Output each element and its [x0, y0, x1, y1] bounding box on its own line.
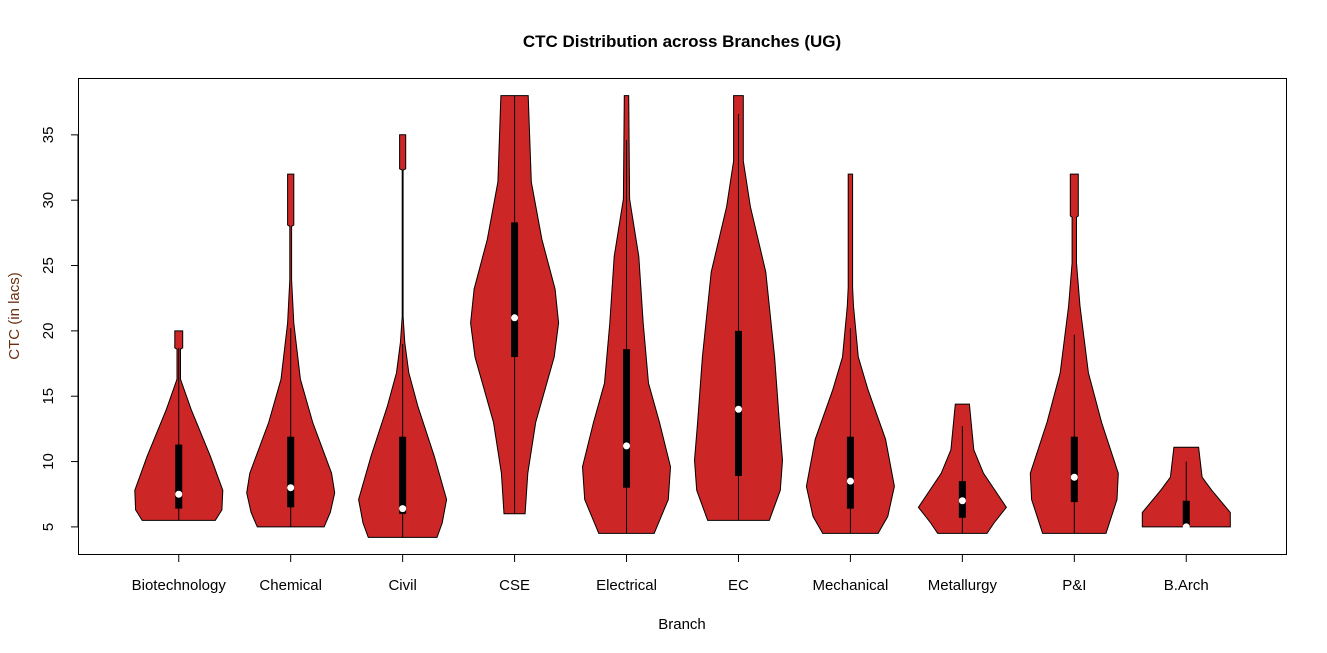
median-point — [846, 477, 854, 485]
x-tick-label: Electrical — [596, 577, 657, 594]
iqr-box — [175, 444, 183, 509]
y-axis-label: CTC (in lacs) — [6, 272, 23, 360]
violin-mechanical — [805, 173, 895, 534]
median-point — [623, 442, 631, 450]
median-point — [287, 484, 295, 492]
x-axis: Biotechnology Chemical Civil CSE Electrical E… — [132, 555, 1209, 594]
iqr-box — [287, 436, 295, 508]
violin-civil — [358, 134, 448, 538]
y-tick-label: 35 — [40, 127, 57, 144]
y-tick-label: 20 — [40, 323, 57, 340]
chart-title: CTC Distribution across Branches (UG) — [523, 32, 841, 51]
median-point — [1182, 523, 1190, 531]
iqr-box — [1182, 500, 1190, 526]
y-tick-label: 15 — [40, 388, 57, 405]
x-tick-label: EC — [728, 577, 749, 594]
iqr-box — [511, 222, 519, 358]
median-point — [734, 405, 742, 413]
x-tick-label: Mechanical — [812, 577, 888, 594]
violins-group — [134, 95, 1231, 538]
median-point — [958, 497, 966, 505]
iqr-box — [1070, 436, 1078, 503]
violin-electrical — [581, 95, 672, 534]
median-point — [399, 505, 407, 513]
y-tick-label: 30 — [40, 192, 57, 209]
violin-metallurgy — [917, 403, 1008, 534]
x-tick-label: Civil — [388, 577, 416, 594]
violin-biotechnology — [134, 330, 224, 521]
y-tick-label: 5 — [40, 523, 57, 531]
iqr-box — [734, 330, 742, 476]
violin-cse — [470, 95, 560, 515]
x-tick-label: Metallurgy — [928, 577, 998, 594]
x-tick-label: P&I — [1062, 577, 1086, 594]
violin-ec — [693, 95, 784, 521]
iqr-box — [623, 349, 631, 488]
y-axis: 5 10 15 20 25 30 35 — [40, 127, 79, 531]
x-tick-label: B.Arch — [1164, 577, 1209, 594]
violin-pi — [1029, 173, 1119, 534]
x-tick-label: Chemical — [259, 577, 322, 594]
x-axis-label: Branch — [658, 616, 706, 633]
median-point — [175, 490, 183, 498]
x-tick-label: CSE — [499, 577, 530, 594]
violin-body — [358, 134, 448, 538]
violin-chemical — [246, 173, 336, 528]
median-point — [511, 314, 519, 322]
y-tick-label: 25 — [40, 257, 57, 274]
y-tick-label: 10 — [40, 453, 57, 470]
iqr-box — [846, 436, 854, 509]
violin-barch — [1141, 446, 1231, 531]
median-point — [1070, 473, 1078, 481]
x-tick-label: Biotechnology — [132, 577, 227, 594]
iqr-box — [399, 436, 407, 514]
